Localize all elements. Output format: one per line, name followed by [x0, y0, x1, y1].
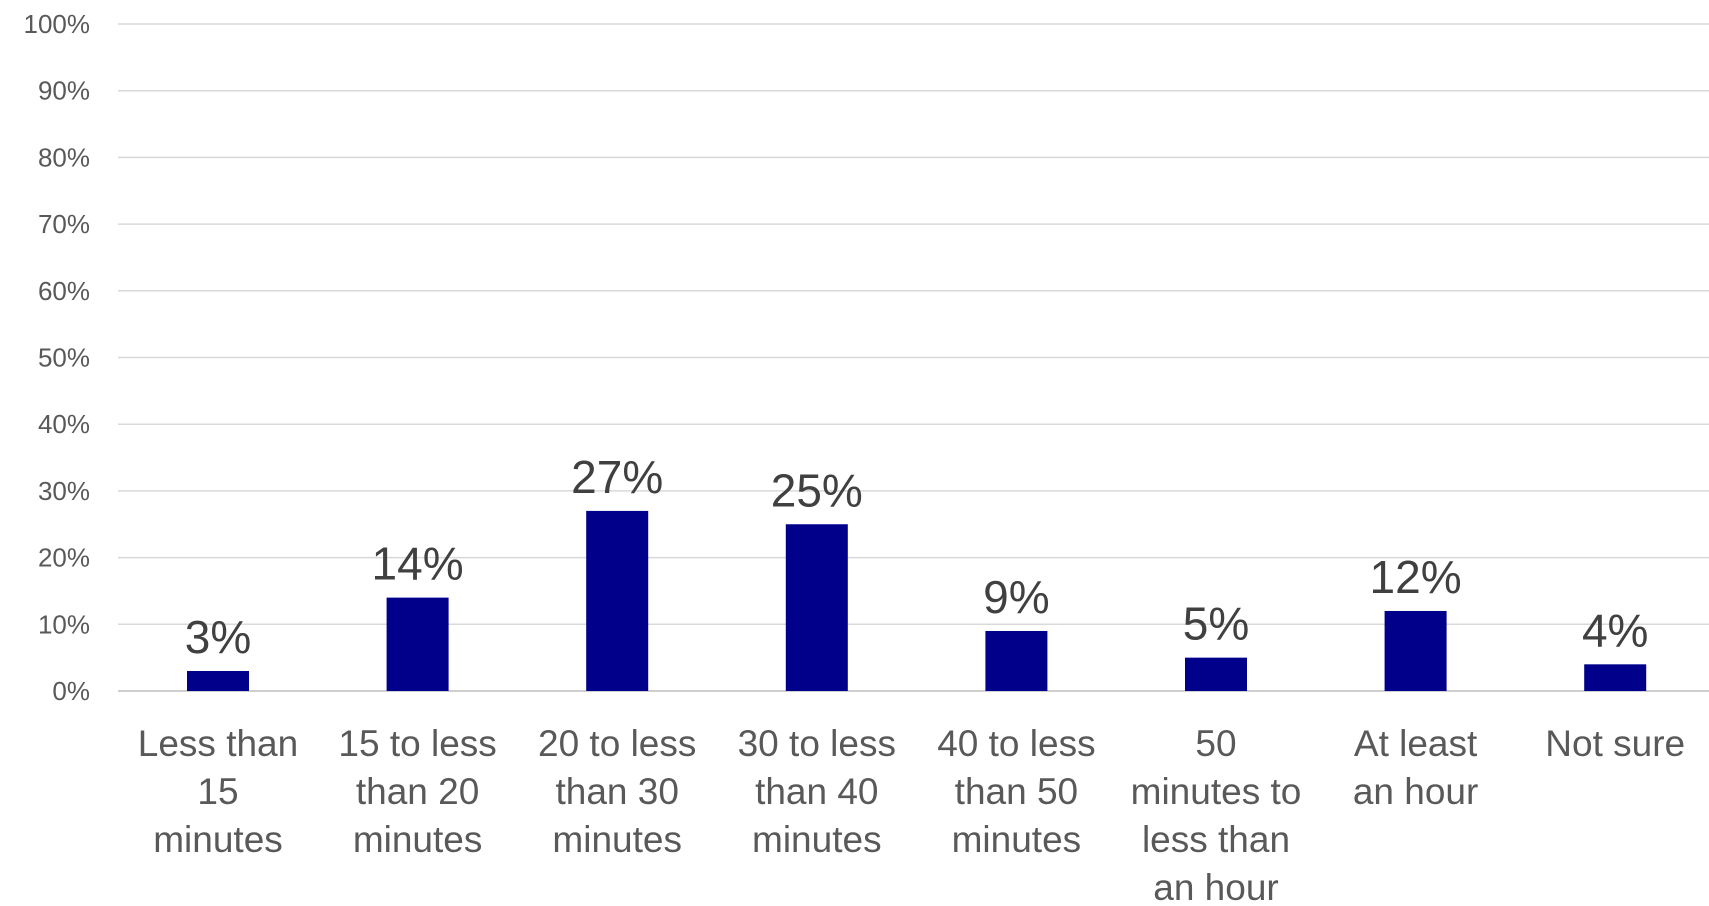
category-label-line: than 50 [955, 771, 1078, 812]
category-label: Not sure [1545, 723, 1685, 764]
bar [985, 630, 1048, 691]
category-label: 30 to less than 40 minutes [738, 723, 896, 860]
category-label: Less than 15 minutes [138, 723, 298, 860]
category-label-line: 50 [1195, 723, 1236, 764]
data-label: 4% [1582, 604, 1648, 656]
y-tick-label: 20% [38, 543, 90, 573]
category-label-line: minutes to [1131, 771, 1302, 812]
category-label-line: 15 to less [338, 723, 496, 764]
bar [187, 670, 249, 691]
bar [586, 510, 649, 691]
data-label: 27% [571, 451, 663, 503]
category-label-line: an hour [1353, 771, 1479, 812]
category-label-line: Less than [138, 723, 298, 764]
category-label: 20 to less than 30 minutes [538, 723, 696, 860]
category-label: At least an hour [1353, 723, 1479, 812]
category-label: 40 to less than 50 minutes [937, 723, 1095, 860]
category-label-line: less than [1142, 819, 1290, 860]
bar [1185, 657, 1247, 691]
category-label: 50 minutes to less than an hour [1131, 723, 1302, 906]
category-label-line: an hour [1153, 867, 1279, 906]
data-label: 9% [983, 571, 1049, 623]
gridlines [118, 23, 1709, 692]
y-tick-label: 80% [38, 142, 90, 172]
bar [1584, 664, 1647, 691]
category-label-line: than 40 [755, 771, 878, 812]
category-label-line: minutes [353, 819, 483, 860]
category-label-line: Not sure [1545, 723, 1685, 764]
y-tick-label: 70% [38, 209, 90, 239]
data-label: 5% [1183, 598, 1249, 650]
bar [386, 597, 449, 691]
y-axis-tick-labels: 0% 10% 20% 30% 40% 50% 60% 70% 80% 90% 100% [24, 9, 91, 706]
category-label-line: 30 to less [738, 723, 896, 764]
bar [785, 524, 848, 691]
data-labels: 3% 14% 27% 25% 9% 5% 12% 4% [185, 451, 1649, 663]
category-label: 15 to less than 20 minutes [338, 723, 496, 860]
y-tick-label: 40% [38, 409, 90, 439]
category-label-line: minutes [153, 819, 283, 860]
data-label: 3% [185, 611, 251, 663]
category-label-line: 15 [197, 771, 238, 812]
category-label-line: minutes [752, 819, 882, 860]
data-label: 25% [771, 464, 863, 516]
category-label-line: 40 to less [937, 723, 1095, 764]
category-label-line: than 30 [555, 771, 678, 812]
bars [187, 510, 1647, 691]
data-label: 14% [372, 538, 464, 590]
y-tick-label: 0% [52, 676, 90, 706]
x-axis-category-labels: Less than 15 minutes 15 to less than 20 minut… [138, 723, 1685, 906]
y-tick-label: 90% [38, 76, 90, 106]
y-tick-label: 60% [38, 276, 90, 306]
category-label-line: than 20 [356, 771, 479, 812]
y-tick-label: 100% [24, 9, 91, 39]
y-tick-label: 10% [38, 609, 90, 639]
category-label-line: minutes [552, 819, 682, 860]
data-label: 12% [1370, 551, 1462, 603]
y-tick-label: 30% [38, 476, 90, 506]
category-label-line: minutes [952, 819, 1082, 860]
category-label-line: At least [1354, 723, 1478, 764]
category-label-line: 20 to less [538, 723, 696, 764]
y-tick-label: 50% [38, 343, 90, 373]
bar [1384, 610, 1447, 691]
